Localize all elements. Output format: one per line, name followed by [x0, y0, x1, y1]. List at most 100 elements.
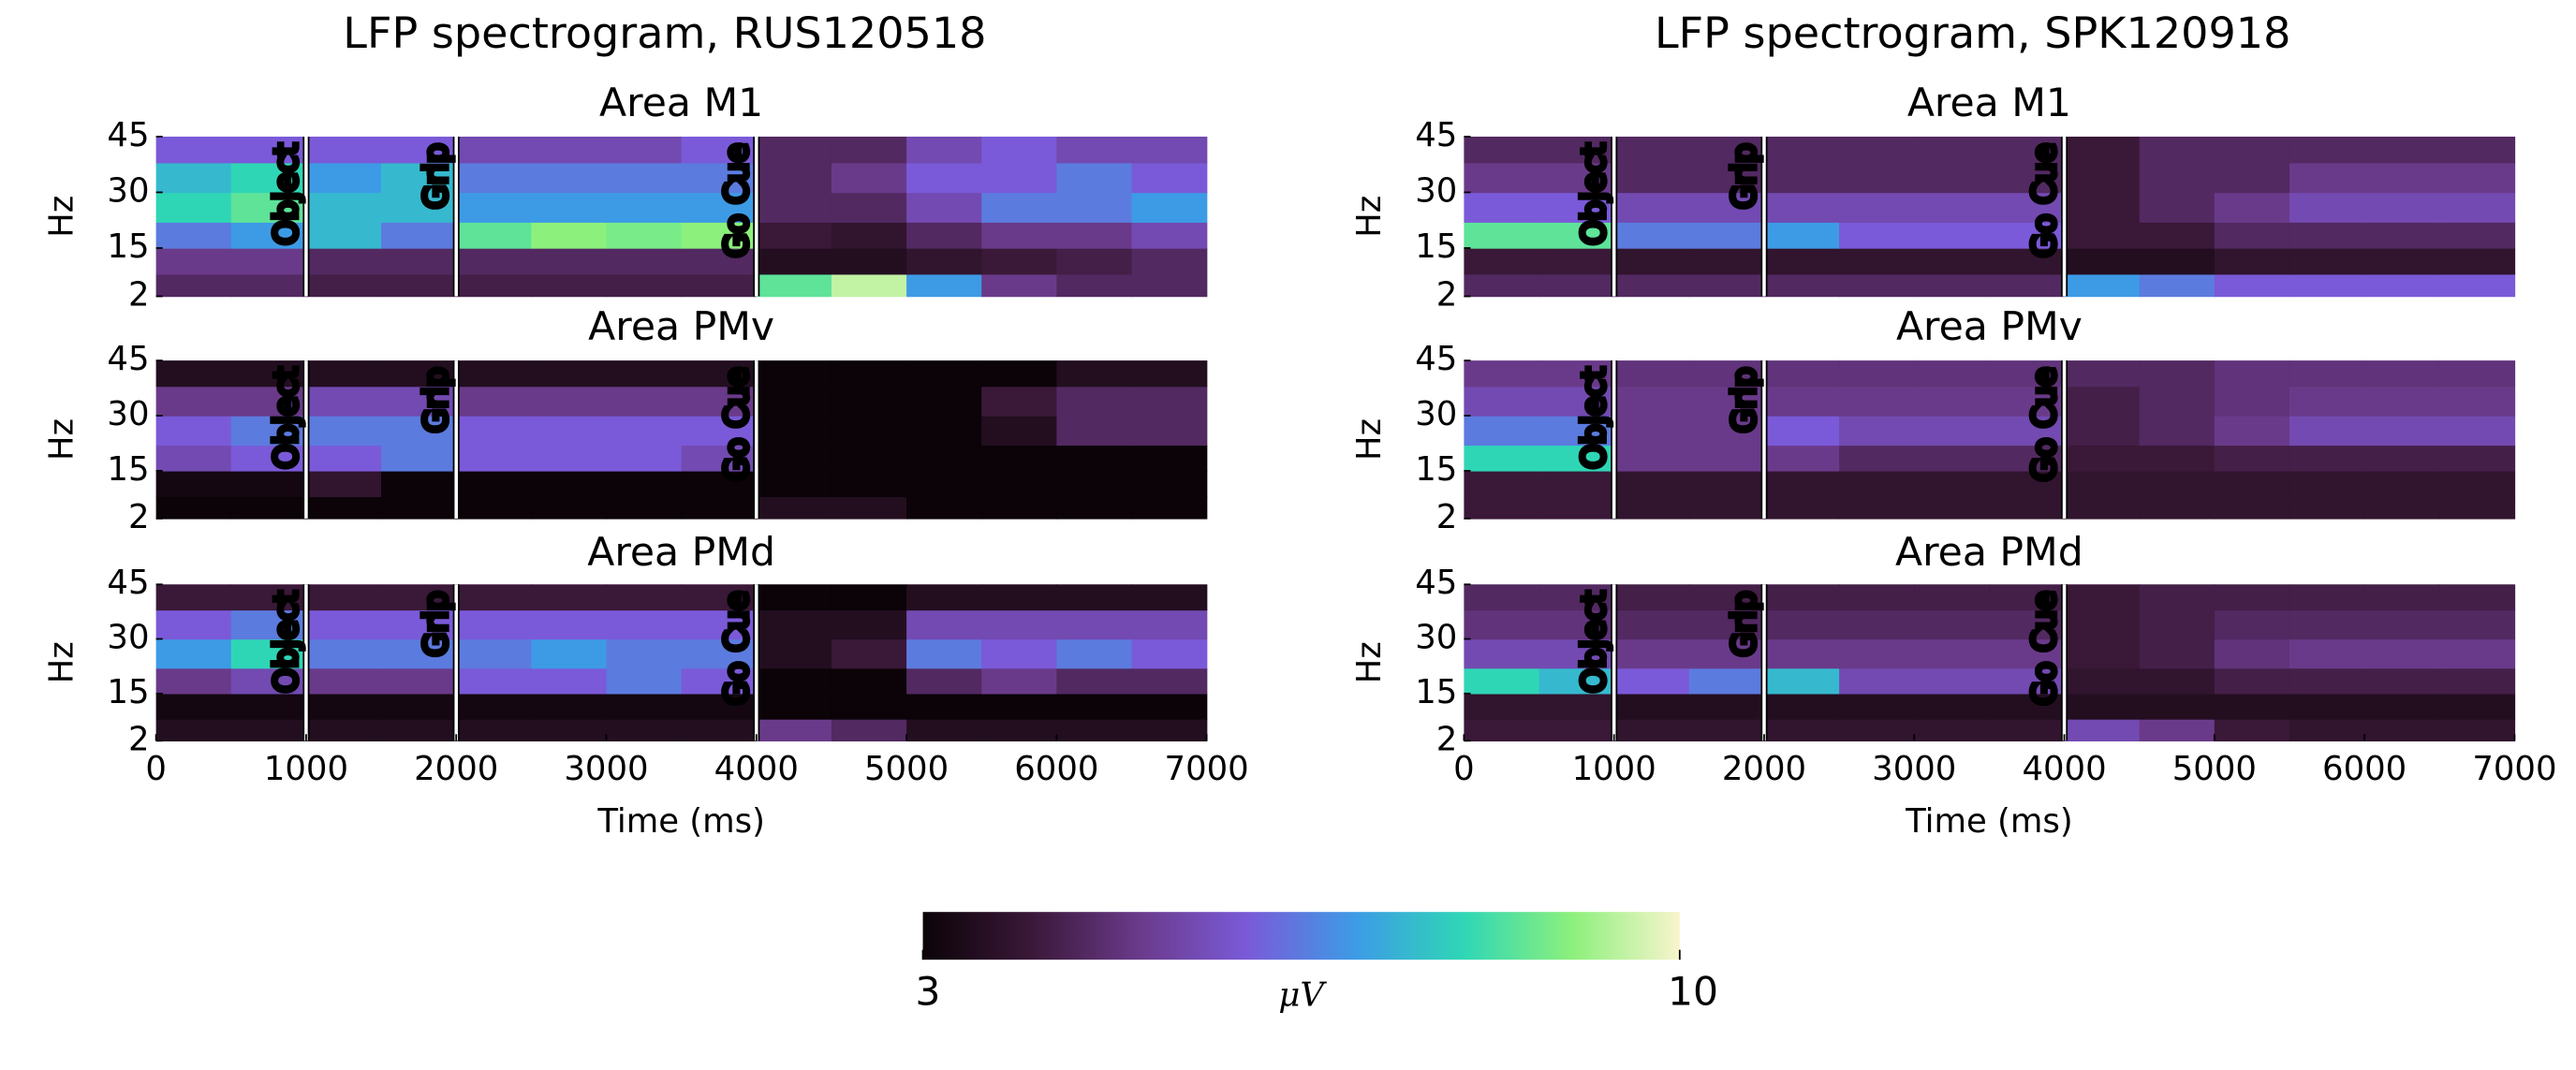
heatmap-cell: [1839, 470, 1915, 498]
heatmap-cell: [756, 638, 832, 669]
heatmap-cell: [1613, 136, 1690, 164]
heatmap-cell: [2139, 136, 2215, 164]
heatmap-cell: [1464, 415, 1540, 447]
heatmap-cell: [981, 247, 1058, 275]
heatmap-cell: [1688, 584, 1765, 611]
heatmap-cell: [2139, 386, 2215, 417]
heatmap-cell: [2439, 360, 2516, 388]
heatmap-cell: [2289, 136, 2365, 164]
heatmap-cell: [1914, 445, 1991, 472]
heatmap-cell: [1763, 693, 1840, 720]
y-tick-label: 2: [1436, 276, 1458, 315]
heatmap-cell: [756, 222, 832, 249]
heatmap-cell: [1688, 693, 1765, 720]
heatmap-cell: [2064, 609, 2141, 640]
heatmap-cell: [155, 667, 232, 695]
heatmap-cell: [1056, 638, 1133, 669]
heatmap-cell: [1989, 162, 2066, 194]
heatmap-cell: [1538, 386, 1615, 417]
heatmap-cell: [531, 718, 608, 742]
heatmap-cell: [2364, 496, 2440, 520]
heatmap-cell: [1688, 360, 1765, 388]
heatmap-cell: [756, 584, 832, 611]
heatmap-cell: [2064, 667, 2141, 695]
heatmap-cell: [981, 718, 1058, 742]
x-tick-label: 7000: [1165, 750, 1249, 788]
heatmap-cell: [2439, 415, 2516, 447]
heatmap-cell: [1131, 638, 1208, 669]
heatmap-cell: [831, 360, 907, 388]
heatmap-cell: [1464, 386, 1540, 417]
heatmap-cell: [456, 162, 533, 194]
heatmap-cell: [2214, 584, 2290, 611]
heatmap-cell: [756, 192, 832, 223]
heatmap-cell: [2139, 470, 2215, 498]
heatmap-cell: [681, 360, 758, 388]
heatmap-cell: [381, 192, 457, 223]
heatmap-cell: [1688, 386, 1765, 417]
heatmap-cell: [531, 386, 608, 417]
heatmap-cell: [1538, 584, 1615, 611]
heatmap-cell: [1538, 415, 1615, 447]
heatmap-cell: [681, 496, 758, 520]
heatmap-cell: [381, 136, 457, 164]
heatmap-cell: [681, 718, 758, 742]
heatmap-cell: [1538, 470, 1615, 498]
heatmap-cell: [2139, 638, 2215, 669]
heatmap-cell: [1688, 247, 1765, 275]
x-tick-label: 3000: [564, 750, 648, 788]
heatmap-cell: [981, 638, 1058, 669]
heatmap-cell: [756, 247, 832, 275]
figure-title: LFP spectrogram, SPK120918: [1655, 7, 2290, 58]
heatmap-cell: [381, 667, 457, 695]
heatmap-cell: [531, 415, 608, 447]
y-tick-label: 15: [1415, 227, 1457, 266]
heatmap-cell: [2289, 584, 2365, 611]
heatmap-cell: [381, 445, 457, 472]
y-tick-label: 30: [1415, 172, 1457, 211]
heatmap-cell: [606, 247, 683, 275]
heatmap-cell: [906, 192, 982, 223]
heatmap-cell: [756, 609, 832, 640]
heatmap-cell: [381, 222, 457, 249]
heatmap-cell: [681, 667, 758, 695]
heatmap-cell: [531, 638, 608, 669]
heatmap-cell: [1056, 222, 1133, 249]
heatmap-cell: [381, 247, 457, 275]
heatmap-cell: [981, 162, 1058, 194]
y-tick-label: 45: [107, 564, 149, 602]
heatmap-cell: [1763, 496, 1840, 520]
heatmap-cell: [2064, 496, 2141, 520]
heatmap-cell: [230, 609, 307, 640]
heatmap-cell: [2064, 162, 2141, 194]
heatmap-cell: [1613, 273, 1690, 298]
x-axis-label: Time (ms): [1905, 802, 2073, 841]
heatmap-cell: [1763, 609, 1840, 640]
heatmap-cell: [2214, 667, 2290, 695]
y-tick-label: 45: [107, 340, 149, 378]
heatmap-cell: [1688, 470, 1765, 498]
panel-title: Area PMv: [1896, 303, 2083, 349]
heatmap-cell: [1763, 162, 1840, 194]
heatmap-cell: [2064, 136, 2141, 164]
heatmap-cell: [305, 386, 382, 417]
heatmap-cell: [1613, 609, 1690, 640]
heatmap-cell: [1989, 360, 2066, 388]
heatmap-cell: [831, 584, 907, 611]
heatmap-cell: [1763, 136, 1840, 164]
heatmap-cell: [606, 415, 683, 447]
y-tick-label: 15: [107, 673, 149, 711]
heatmap-cell: [305, 136, 382, 164]
heatmap-cell: [681, 136, 758, 164]
heatmap-cell: [1131, 445, 1208, 472]
heatmap-cell: [456, 273, 533, 298]
heatmap-cell: [2139, 415, 2215, 447]
y-tick-label: 2: [1436, 498, 1458, 536]
heatmap-cell: [1056, 693, 1133, 720]
heatmap-cell: [1131, 667, 1208, 695]
heatmap-cell: [606, 360, 683, 388]
heatmap-cell: [2214, 273, 2290, 298]
heatmap-cell: [2064, 222, 2141, 249]
heatmap-cell: [1989, 718, 2066, 742]
